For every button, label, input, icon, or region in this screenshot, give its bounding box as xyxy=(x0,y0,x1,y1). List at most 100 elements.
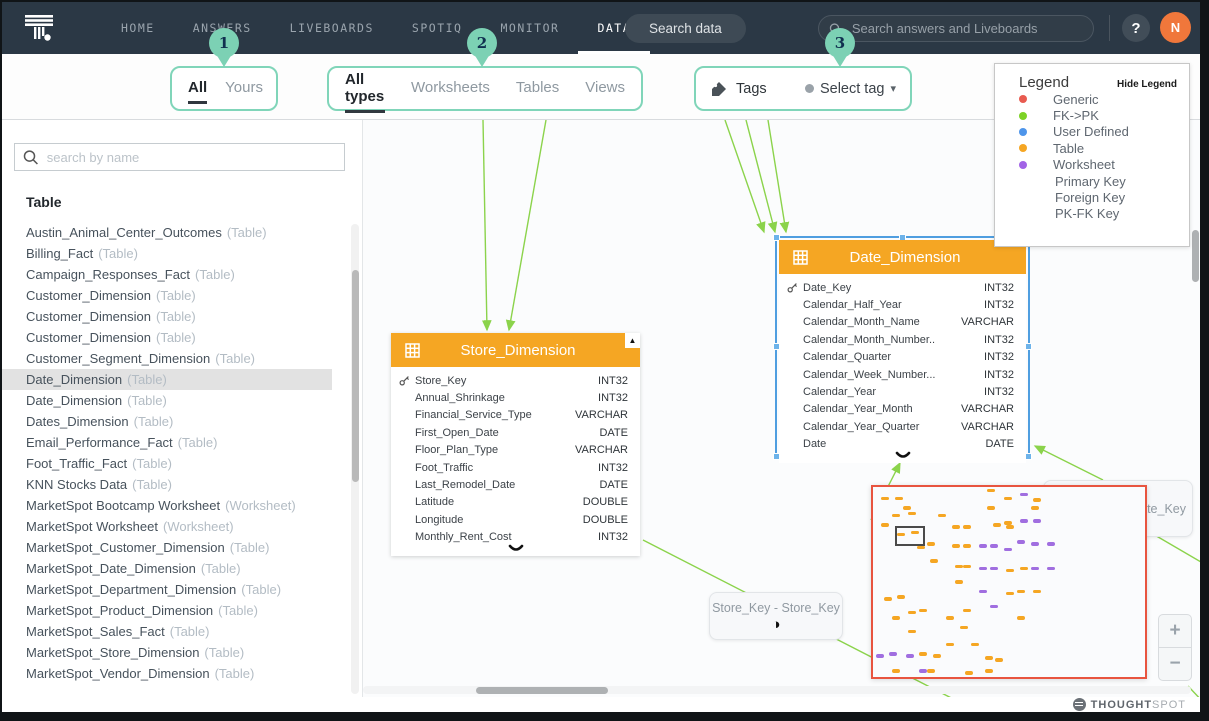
sidebar-list-item[interactable]: MarketSpot_Store_Dimension (Table) xyxy=(2,642,350,663)
type-tab[interactable]: Worksheets xyxy=(410,79,490,96)
sidebar-list-item[interactable]: MarketSpot Worksheet (Worksheet) xyxy=(2,516,350,537)
nav-item-data[interactable]: DATA xyxy=(578,2,651,54)
expand-chevron-icon[interactable] xyxy=(508,544,524,553)
table-column-row[interactable]: Calendar_Week_Number... INT32 xyxy=(779,366,1026,383)
canvas-vertical-scrollbar[interactable] xyxy=(1192,230,1199,282)
table-column-row[interactable]: Foot_Traffic INT32 xyxy=(391,459,640,476)
table-column-row[interactable]: Monthly_Rent_Cost INT32 xyxy=(391,529,640,546)
table-columns: Date_Key INT32 Calendar_Half_Year INT32 … xyxy=(779,274,1026,463)
table-column-row[interactable]: Calendar_Quarter INT32 xyxy=(779,349,1026,366)
sidebar-list-item[interactable]: Dates_Dimension (Table) xyxy=(2,411,350,432)
zoom-out-button[interactable]: − xyxy=(1169,653,1181,674)
zoom-controls: + − xyxy=(1158,614,1192,681)
sidebar-list-item[interactable]: Customer_Dimension (Table) xyxy=(2,306,350,327)
nav-item-home[interactable]: HOME xyxy=(121,21,155,35)
table-column-row[interactable]: Last_Remodel_Date DATE xyxy=(391,476,640,493)
table-column-row[interactable]: Calendar_Year INT32 xyxy=(779,383,1026,400)
table-column-row[interactable]: Date_Key INT32 xyxy=(779,279,1026,296)
minimap-dash xyxy=(987,488,996,493)
legend-item-label: Table xyxy=(1053,140,1085,156)
object-type: (Table) xyxy=(200,561,241,576)
sidebar-list-item[interactable]: Email_Performance_Fact (Table) xyxy=(2,432,350,453)
canvas-horizontal-scrollbar[interactable] xyxy=(363,686,1191,694)
table-column-row[interactable]: Annual_Shrinkage INT32 xyxy=(391,389,640,406)
sidebar-search-input[interactable] xyxy=(44,148,336,166)
table-column-row[interactable]: Floor_Plan_Type VARCHAR xyxy=(391,442,640,459)
table-column-row[interactable]: Date DATE xyxy=(779,436,1026,453)
table-card-header[interactable]: Date_Dimension xyxy=(779,240,1026,274)
sidebar-list-item[interactable]: MarketSpot Bootcamp Worksheet (Worksheet… xyxy=(2,495,350,516)
minimap-dash xyxy=(989,544,998,548)
table-column-row[interactable]: Calendar_Year_Quarter VARCHAR xyxy=(779,418,1026,435)
collapse-up-icon[interactable]: ▲ xyxy=(625,333,640,348)
global-search[interactable] xyxy=(818,15,1094,42)
sidebar-list-item[interactable]: MarketSpot_Product_Dimension (Table) xyxy=(2,600,350,621)
nav-item-monitor[interactable]: MONITOR xyxy=(500,21,560,35)
canvas-horizontal-scroll-thumb[interactable] xyxy=(476,686,608,694)
sidebar-list-item[interactable]: MarketSpot_Customer_Dimension (Table) xyxy=(2,537,350,558)
expand-chevron-icon[interactable] xyxy=(895,451,911,460)
column-name: Last_Remodel_Date xyxy=(415,479,516,492)
sidebar-list-item[interactable]: MarketSpot_Sales_Fact (Table) xyxy=(2,621,350,642)
sidebar-list-item[interactable]: MarketSpot_Department_Dimension (Table) xyxy=(2,579,350,600)
scope-tab[interactable]: Yours xyxy=(225,79,263,96)
user-avatar[interactable]: N xyxy=(1160,12,1191,43)
minimap-dash xyxy=(1030,566,1039,571)
sidebar-list-item[interactable]: Foot_Traffic_Fact (Table) xyxy=(2,453,350,474)
column-name: Calendar_Year_Quarter xyxy=(803,420,920,433)
sidebar-list-item[interactable]: Billing_Fact (Table) xyxy=(2,243,350,264)
minimap-dash xyxy=(1003,521,1012,525)
sidebar-list-item[interactable]: Campaign_Responses_Fact (Table) xyxy=(2,264,350,285)
sidebar-list-item[interactable]: Customer_Dimension (Table) xyxy=(2,285,350,306)
primary-key-icon xyxy=(399,410,415,421)
minimap-dash xyxy=(894,496,903,500)
table-column-row[interactable]: Store_Key INT32 xyxy=(391,372,640,389)
column-name: First_Open_Date xyxy=(415,426,499,439)
global-search-input[interactable] xyxy=(849,20,1083,37)
schema-canvas[interactable]: Store_Dimension ▲ Store_Key INT32 Annual… xyxy=(362,120,1200,697)
nav-item-liveboards[interactable]: LIVEBOARDS xyxy=(289,21,374,35)
object-type: (Table) xyxy=(132,456,172,471)
table-card-header[interactable]: Store_Dimension xyxy=(391,333,640,367)
nav-item-spotiq[interactable]: SPOTIQ xyxy=(411,21,463,35)
minimap-viewport[interactable] xyxy=(894,525,925,546)
select-tag-dropdown[interactable]: Select tag ▾ xyxy=(804,81,896,97)
table-card-date-dimension[interactable]: Date_Dimension Date_Key INT32 Calendar_H… xyxy=(779,240,1026,463)
zoom-in-button[interactable]: + xyxy=(1159,615,1191,648)
hide-legend-button[interactable]: Hide Legend xyxy=(1116,79,1177,90)
sidebar-list-item[interactable]: Austin_Animal_Center_Outcomes (Table) xyxy=(2,222,350,243)
object-type: (Table) xyxy=(195,267,235,282)
sidebar-scrollbar[interactable] xyxy=(351,224,359,694)
tag-icon xyxy=(712,81,726,96)
column-type: INT32 xyxy=(598,461,628,474)
table-column-row[interactable]: Latitude DOUBLE xyxy=(391,494,640,511)
minimap-dash xyxy=(892,616,901,620)
table-column-row[interactable]: Financial_Service_Type VARCHAR xyxy=(391,407,640,424)
sidebar-scroll-thumb[interactable] xyxy=(351,270,359,482)
help-button[interactable]: ? xyxy=(1122,14,1150,42)
sidebar-list-item[interactable]: Customer_Dimension (Table) xyxy=(2,327,350,348)
table-column-row[interactable]: First_Open_Date DATE xyxy=(391,424,640,441)
sidebar-list-item[interactable]: MarketSpot_Vendor_Dimension (Table) xyxy=(2,663,350,684)
table-column-row[interactable]: Calendar_Half_Year INT32 xyxy=(779,296,1026,313)
table-column-row[interactable]: Longitude DOUBLE xyxy=(391,511,640,528)
type-tab[interactable]: Views xyxy=(585,79,625,96)
type-tab[interactable]: All types xyxy=(345,61,385,117)
table-column-row[interactable]: Calendar_Year_Month VARCHAR xyxy=(779,401,1026,418)
sidebar-search[interactable] xyxy=(14,143,345,171)
sidebar-list-item[interactable]: KNN Stocks Data (Table) xyxy=(2,474,350,495)
sidebar-list-item[interactable]: Customer_Segment_Dimension (Table) xyxy=(2,348,350,369)
sidebar-list-item[interactable]: Date_Dimension (Table) xyxy=(2,390,350,411)
sidebar-list-item[interactable]: MarketSpot_Date_Dimension (Table) xyxy=(2,558,350,579)
table-column-row[interactable]: Calendar_Month_Number.. INT32 xyxy=(779,331,1026,348)
thoughtspot-logo-icon[interactable] xyxy=(22,11,56,45)
table-card-store-dimension[interactable]: Store_Dimension ▲ Store_Key INT32 Annual… xyxy=(391,333,640,556)
table-column-row[interactable]: Calendar_Month_Name VARCHAR xyxy=(779,314,1026,331)
column-type: DATE xyxy=(985,438,1014,451)
sidebar-list-item[interactable]: Date_Dimension (Table) xyxy=(2,369,332,390)
scope-tab[interactable]: All xyxy=(188,69,208,108)
search-data-button[interactable]: Search data xyxy=(625,14,746,43)
primary-key-icon xyxy=(399,393,415,404)
minimap[interactable] xyxy=(871,485,1147,679)
type-tab[interactable]: Tables xyxy=(515,79,560,96)
